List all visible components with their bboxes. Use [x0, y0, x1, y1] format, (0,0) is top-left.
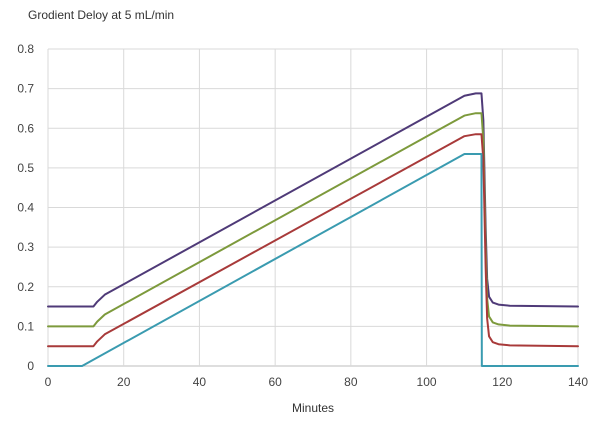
x-tick-label: 140: [568, 375, 588, 389]
series-line-2: [47, 112, 579, 328]
y-tick-label: 0.4: [17, 201, 34, 215]
axes: 0 0.1 0.2 0.3 0.4 0.5 0.6 0.7 0.8 0 20 40 60 80 100 120…: [17, 42, 588, 389]
chart-title: Grodient Deloy at 5 mL/min: [28, 8, 175, 22]
y-tick-label: 0.8: [17, 42, 34, 56]
y-tick-label: 0.6: [17, 121, 34, 135]
series-line-3: [47, 133, 579, 348]
series-line-4: [47, 153, 579, 367]
x-tick-label: 120: [492, 375, 512, 389]
x-axis-title: Minutes: [292, 401, 334, 415]
y-tick-label: 0.7: [17, 82, 34, 96]
x-tick-label: 80: [344, 375, 358, 389]
x-tick-label: 100: [417, 375, 437, 389]
series-lines: [47, 92, 579, 367]
grid: [47, 48, 579, 367]
x-tick-label: 0: [45, 375, 52, 389]
y-tick-label: 0.3: [17, 240, 34, 254]
y-tick-label: 0: [27, 359, 34, 373]
y-tick-label: 0.2: [17, 280, 34, 294]
series-line-1: [47, 92, 579, 308]
x-tick-label: 40: [193, 375, 207, 389]
x-tick-label: 60: [268, 375, 282, 389]
y-tick-label: 0.5: [17, 161, 34, 175]
y-tick-label: 0.1: [17, 319, 34, 333]
x-tick-label: 20: [117, 375, 131, 389]
